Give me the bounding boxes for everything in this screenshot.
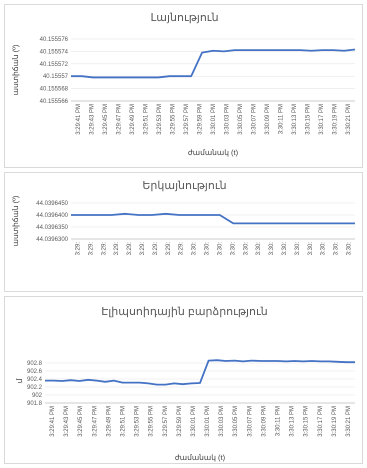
y-tick-label: 902.4 <box>27 377 43 383</box>
chart-ellipsoidal-height-svg: Էլիպսոիդային բարձրություն 902.8 902.6 902.4… <box>5 297 364 465</box>
x-tick-label: 3:29: <box>88 242 94 256</box>
chart-latitude: Լայնություն 40.155576 40.155574 40.155572 40… <box>4 4 363 168</box>
x-tick-label: 3:29:43 PM <box>64 406 70 437</box>
y-tick-label: 40.155572 <box>40 62 69 68</box>
x-tick-label: 3:30:21 PM <box>346 104 352 135</box>
x-tick-label: 3:29: <box>140 242 146 256</box>
y-tick-label: 40.15557 <box>43 74 69 80</box>
y-tick-label: 902.2 <box>27 385 43 391</box>
x-tick-label: 3:29: <box>127 242 133 256</box>
x-tick-label: 3:30: <box>282 242 288 256</box>
x-tick-label: 3:29: <box>101 242 107 256</box>
x-tick-label: 3:29:49 PM <box>130 104 136 135</box>
x-tick-label: 3:29:45 PM <box>103 104 109 135</box>
x-tick-label: 3:29:51 PM <box>143 104 149 135</box>
x-tick-label: 3:29:45 PM <box>78 406 84 437</box>
x-tick-label: 3:30: <box>243 242 249 256</box>
y-tick-label: 901.8 <box>27 401 43 407</box>
x-tick-label: 3:30: <box>295 242 301 256</box>
x-tick-label: 3:30:19 PM <box>332 406 338 437</box>
chart-title: Լայնություն <box>150 12 218 24</box>
x-axis-label: ժամանակ (t) <box>188 148 239 157</box>
y-tick-label: 40.155566 <box>40 99 69 105</box>
x-tick-label: 3:30:05 PM <box>233 406 239 437</box>
series-line <box>45 360 355 384</box>
x-tick-label: 3:29: <box>114 242 120 256</box>
x-tick-label: 3:30: <box>308 242 314 256</box>
y-axis-label: աստիճան (º) <box>11 195 20 246</box>
y-tick-label: 40.155574 <box>40 49 69 55</box>
x-tick-label: 3:30:15 PM <box>304 406 310 437</box>
x-tick-label: 3:30:17 PM <box>319 104 325 135</box>
x-tick-label: 3:30:03 PM <box>225 104 231 135</box>
y-tick-label: 902.6 <box>27 369 43 375</box>
y-tick-label: 40.155576 <box>40 37 69 43</box>
x-tick-label: 3:30:01 PM <box>205 406 211 437</box>
y-tick-label: 902 <box>32 393 43 399</box>
y-tick-label: 44.0396400 <box>36 213 68 219</box>
x-tick-label: 3:29:57 PM <box>184 104 190 135</box>
x-tick-label: 3:29:47 PM <box>116 104 122 135</box>
x-axis-label: ժամանակ (t) <box>175 453 226 462</box>
x-tick-label: 3:30:09 PM <box>261 406 267 437</box>
x-tick-label: 3:29:47 PM <box>92 406 98 437</box>
x-tick-label: 3:30:17 PM <box>318 406 324 437</box>
x-tick-label: 3:29:41 PM <box>76 104 82 135</box>
x-tick-label: 3:30: <box>269 242 275 256</box>
x-tick-label: 3:30: <box>347 242 353 256</box>
y-tick-label: 44.0396350 <box>36 225 68 231</box>
chart-longitude: Երկայնություն 44.0396450 44.0396400 44.0396… <box>4 172 363 292</box>
x-tick-label: 3:30: <box>334 242 340 256</box>
x-tick-label: 3:30:13 PM <box>290 406 296 437</box>
y-axis-label: աստիճան (º) <box>11 44 20 95</box>
x-tick-label: 3:29:59 PM <box>177 406 183 437</box>
x-tick-label: 3:30:13 PM <box>292 104 298 135</box>
x-tick-label: 3:29:53 PM <box>135 406 141 437</box>
x-tick-label: 3:30: <box>321 242 327 256</box>
x-tick-label: 3:30: <box>217 242 223 256</box>
x-tick-label: 3:29:49 PM <box>106 406 112 437</box>
x-tick-label: 3:30:19 PM <box>333 104 339 135</box>
x-tick-label: 3:30:01 PM <box>191 406 197 437</box>
x-tick-label: 3:30:15 PM <box>306 104 312 135</box>
x-tick-label: 3:29:59 PM <box>197 104 203 135</box>
x-tick-label: 3:29:51 PM <box>121 406 127 437</box>
chart-latitude-svg: Լայնություն 40.155576 40.155574 40.155572 40… <box>5 5 364 169</box>
y-tick-label: 44.0396300 <box>36 237 68 243</box>
y-tick-label: 44.0396450 <box>36 201 68 207</box>
series-line <box>71 50 355 78</box>
y-tick-label: 902.8 <box>27 361 43 367</box>
x-tick-label: 3:30:01 PM <box>211 104 217 135</box>
x-tick-label: 3:30: <box>256 242 262 256</box>
x-tick-label: 3:30: <box>205 242 211 256</box>
x-tick-label: 3:30:09 PM <box>265 104 271 135</box>
x-tick-label: 3:30: <box>230 242 236 256</box>
x-tick-label: 3:29: <box>75 242 81 256</box>
x-tick-label: 3:30:07 PM <box>247 406 253 437</box>
chart-title: Երկայնություն <box>142 180 226 192</box>
chart-ellipsoidal-height: Էլիպսոիդային բարձրություն 902.8 902.6 902.4… <box>4 296 363 464</box>
x-tick-label: 3:29:43 PM <box>89 104 95 135</box>
x-tick-label: 3:30:07 PM <box>252 104 258 135</box>
x-tick-label: 3:29:53 PM <box>157 104 163 135</box>
x-tick-label: 3:29:55 PM <box>170 104 176 135</box>
x-tick-label: 3:30: <box>192 242 198 256</box>
x-tick-label: 3:30:11 PM <box>279 104 285 134</box>
x-tick-label: 3:29:41 PM <box>50 406 56 437</box>
x-tick-label: 3:30:05 PM <box>238 104 244 135</box>
y-tick-label: 40.155568 <box>40 87 69 93</box>
x-tick-label: 3:29: <box>166 242 172 256</box>
chart-longitude-svg: Երկայնություն 44.0396450 44.0396400 44.0396… <box>5 173 364 293</box>
x-tick-label: 3:29: <box>153 242 159 256</box>
x-tick-label: 3:30:21 PM <box>346 406 352 437</box>
x-tick-label: 3:30:03 PM <box>219 406 225 437</box>
x-tick-label: 3:30:11 PM <box>276 406 282 436</box>
chart-title: Էլիպսոիդային բարձրություն <box>101 306 268 318</box>
x-tick-label: 3:29:57 PM <box>163 406 169 437</box>
x-tick-label: 3:29: <box>179 242 185 256</box>
x-tick-label: 3:29:55 PM <box>149 406 155 437</box>
y-axis-label: մ <box>15 377 24 383</box>
